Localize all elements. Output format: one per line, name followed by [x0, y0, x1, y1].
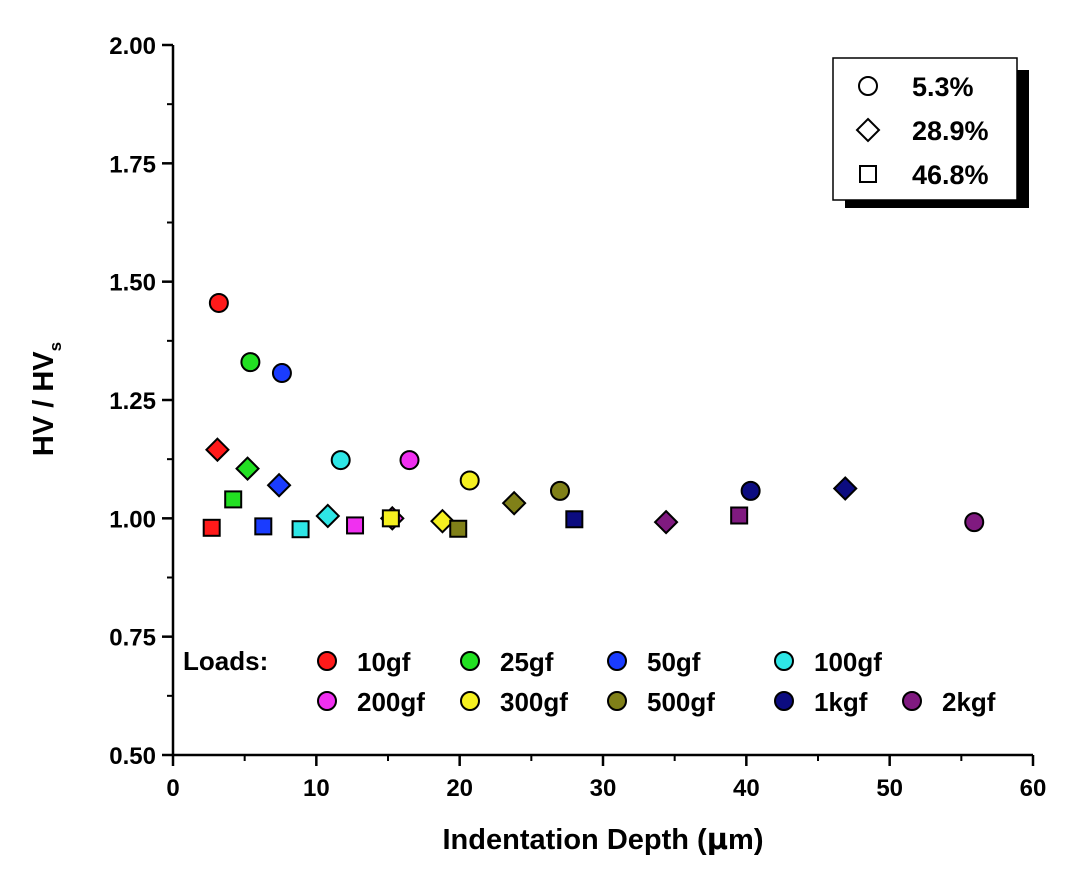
y-tick-label: 1.00 — [109, 506, 156, 533]
load-legend-label: 1kgf — [814, 687, 868, 717]
load-legend-marker — [774, 651, 794, 671]
shape-legend-label: 46.8% — [912, 160, 989, 190]
data-point-diamond-300gf — [430, 508, 455, 534]
y-tick-label: 0.50 — [109, 743, 156, 770]
shape-legend-circle-icon — [858, 76, 878, 96]
shape-legend-label: 28.9% — [912, 116, 989, 146]
load-legend-label: 100gf — [814, 647, 882, 677]
shape-legend-items: 5.3% 28.9% 46.8% — [855, 72, 989, 190]
data-point-square-300gf — [381, 509, 400, 528]
x-tick-label: 60 — [1020, 775, 1047, 802]
load-legend-marker — [317, 691, 337, 711]
load-legend-marker — [607, 691, 627, 711]
data-point-circle-100gf — [330, 450, 351, 471]
x-tick-label: 30 — [590, 775, 617, 802]
shape-legend-square-icon — [859, 165, 877, 183]
data-point-diamond-500gf — [501, 490, 527, 516]
data-point-circle-50gf — [271, 363, 292, 384]
data-point-square-50gf — [254, 517, 273, 536]
data-point-square-1kgf — [565, 510, 584, 529]
load-legend-label: 300gf — [500, 687, 568, 717]
load-legend-label: 50gf — [647, 647, 701, 677]
shape-legend-label: 5.3% — [912, 72, 974, 102]
data-point-square-100gf — [291, 520, 310, 539]
data-point-diamond-25gf — [235, 456, 260, 482]
y-tick-label: 0.75 — [109, 625, 156, 652]
data-point-circle-1kgf — [740, 480, 761, 501]
data-point-circle-2kgf — [964, 512, 985, 533]
y-tick-label: 1.75 — [109, 151, 156, 178]
x-tick-label: 10 — [303, 775, 330, 802]
load-legend-label: 500gf — [647, 687, 715, 717]
load-legend-title: Loads: — [183, 646, 268, 676]
data-point-square-500gf — [449, 519, 468, 538]
load-legend-marker — [460, 691, 480, 711]
data-point-square-200gf — [346, 516, 365, 535]
load-legend-label: 10gf — [357, 647, 411, 677]
axes — [162, 43, 1035, 766]
load-legend-label: 25gf — [500, 647, 554, 677]
data-point-diamond-100gf — [315, 503, 341, 529]
x-tick-label: 40 — [733, 775, 760, 802]
load-legend-label: 200gf — [357, 687, 425, 717]
y-axis-title: HV / HVs — [28, 342, 65, 456]
y-tick-label: 1.50 — [109, 270, 156, 297]
data-point-diamond-2kgf — [653, 509, 679, 535]
shape-legend: 5.3% 28.9% 46.8% — [832, 57, 1029, 208]
load-legend-marker — [607, 651, 627, 671]
x-tick-label: 50 — [876, 775, 903, 802]
data-point-circle-25gf — [240, 352, 261, 373]
tick-labels: 0 10 20 30 40 50 60 0.50 0.75 1.00 1.25 1.50 1.75 2.0… — [109, 33, 1046, 802]
shape-legend-diamond-icon — [855, 117, 881, 143]
load-legend-label: 2kgf — [942, 687, 996, 717]
data-point-diamond-1kgf — [832, 476, 858, 501]
y-tick-label: 1.25 — [109, 388, 156, 415]
data-point-circle-10gf — [208, 292, 229, 313]
data-point-diamond-10gf — [205, 437, 230, 463]
load-legend-marker — [774, 691, 794, 711]
load-legend-marker — [460, 651, 480, 671]
x-tick-label: 0 — [166, 775, 179, 802]
data-point-square-10gf — [202, 518, 221, 537]
load-legend-marker — [317, 651, 337, 671]
data-points — [202, 292, 985, 539]
x-axis-title: Indentation Depth (μm) — [443, 822, 764, 856]
load-legend: Loads: 10gf 25gf 50gf 100gf 200gf 300gf 500gf 1… — [183, 646, 996, 717]
load-legend-marker — [902, 691, 922, 711]
x-tick-label: 20 — [446, 775, 473, 802]
data-point-circle-200gf — [399, 450, 420, 471]
y-tick-label: 2.00 — [109, 33, 156, 60]
data-point-square-2kgf — [730, 506, 749, 525]
data-point-diamond-50gf — [266, 472, 292, 498]
data-point-square-25gf — [224, 490, 243, 509]
data-point-circle-300gf — [459, 470, 480, 491]
data-point-circle-500gf — [550, 480, 570, 501]
